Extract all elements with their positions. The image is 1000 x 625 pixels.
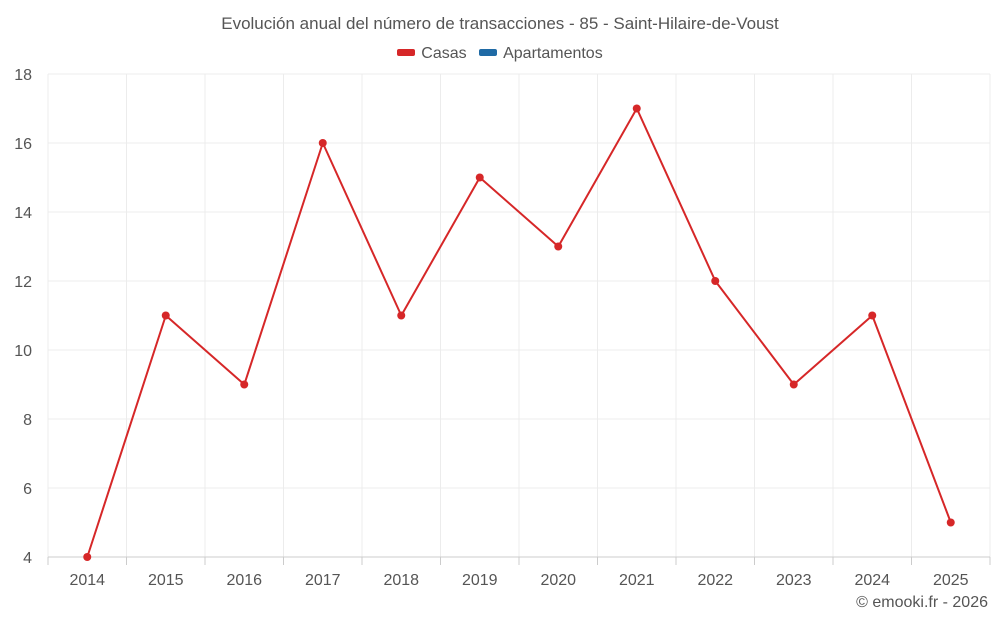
- data-point-casas-2021: [632, 104, 641, 113]
- chart-title: Evolución anual del número de transaccio…: [221, 14, 779, 33]
- y-tick-label-14: 14: [14, 205, 32, 222]
- y-tick-label-10: 10: [14, 343, 32, 360]
- legend-label-apartamentos: Apartamentos: [503, 45, 603, 62]
- x-tick-label-2019: 2019: [462, 572, 498, 589]
- data-point-casas-2014: [83, 553, 92, 561]
- series-line-casas: [86, 107, 952, 558]
- y-tick-label-18: 18: [14, 67, 32, 84]
- axes: 4 6 8 10 12 14 16 18 2014 2015 2016 2017 2018 2019 202…: [14, 67, 991, 589]
- grid: [47, 73, 991, 558]
- x-tick-label-2018: 2018: [383, 572, 419, 589]
- x-tick-label-2020: 2020: [540, 572, 576, 589]
- x-tick-label-2021: 2021: [619, 572, 655, 589]
- data-point-casas-2024: [868, 311, 877, 320]
- x-tick-label-2025: 2025: [933, 572, 969, 589]
- x-tick-label-2016: 2016: [226, 572, 262, 589]
- legend: Casas Apartamentos: [0, 45, 1000, 63]
- y-tick-label-8: 8: [23, 412, 32, 429]
- data-point-casas-2020: [554, 242, 563, 251]
- x-tick-label-2023: 2023: [776, 572, 812, 589]
- y-tick-label-4: 4: [23, 550, 32, 567]
- legend-swatch-casas: [397, 49, 416, 57]
- series: [83, 104, 955, 561]
- legend-label-casas: Casas: [421, 45, 467, 62]
- data-point-casas-2015: [161, 311, 170, 320]
- data-point-casas-2017: [318, 139, 327, 147]
- x-tick-label-2015: 2015: [148, 572, 184, 589]
- x-tick-label-2017: 2017: [305, 572, 341, 589]
- credit-text: © emooki.fr - 2026: [856, 594, 988, 611]
- data-point-casas-2016: [240, 380, 249, 389]
- data-point-casas-2023: [789, 380, 798, 389]
- data-point-casas-2019: [475, 173, 484, 182]
- legend-item-casas[interactable]: Casas: [397, 45, 467, 63]
- y-tick-label-6: 6: [23, 481, 32, 498]
- data-point-casas-2022: [711, 277, 720, 285]
- data-point-casas-2018: [397, 311, 406, 320]
- legend-item-apartamentos[interactable]: Apartamentos: [479, 45, 603, 63]
- x-tick-label-2022: 2022: [697, 572, 733, 589]
- x-tick-label-2024: 2024: [854, 572, 890, 589]
- data-point-casas-2025: [946, 518, 955, 527]
- y-tick-label-16: 16: [14, 136, 32, 153]
- x-tick-label-2014: 2014: [69, 572, 105, 589]
- y-tick-label-12: 12: [14, 274, 32, 291]
- legend-swatch-apartamentos: [479, 49, 498, 57]
